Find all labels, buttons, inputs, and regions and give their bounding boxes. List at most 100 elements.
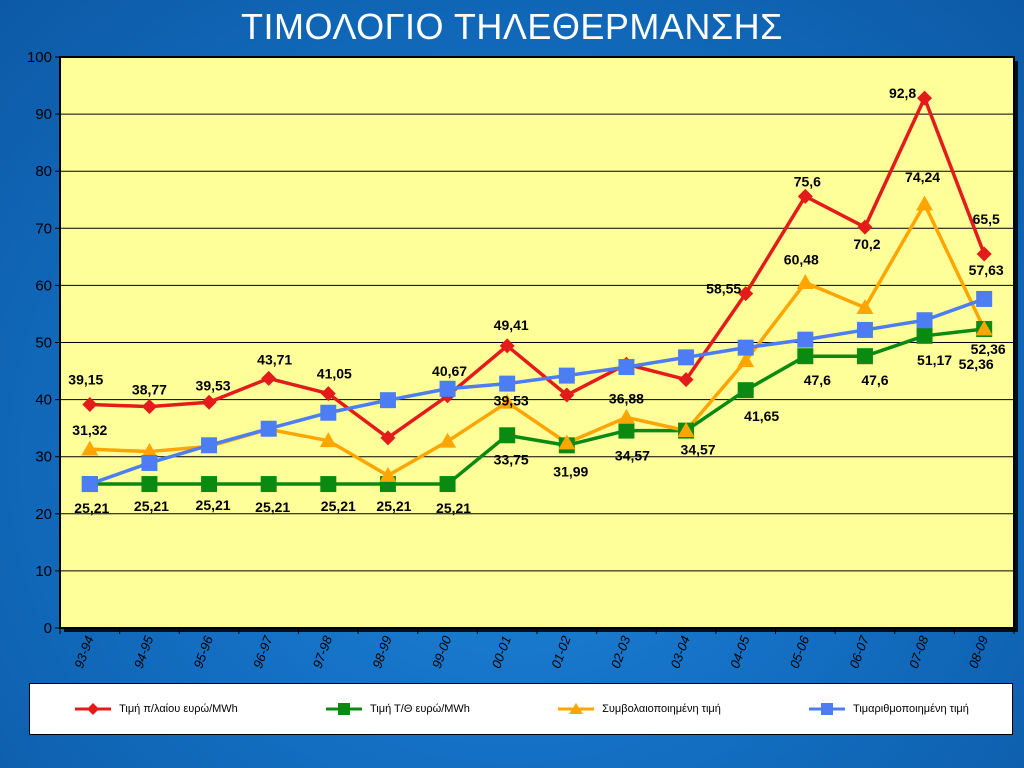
data-point: [976, 246, 992, 262]
data-point: [260, 420, 277, 437]
data-label: 47,6: [861, 372, 888, 388]
data-label: 65,5: [973, 211, 1000, 227]
data-label: 51,17: [917, 352, 952, 368]
data-point: [976, 290, 993, 307]
data-label: 74,24: [905, 169, 940, 185]
data-point: [797, 188, 813, 204]
chart-title: ΤΙΜΟΛΟΓΙΟ ΤΗΛΕΘΕΡΜΑΝΣΗΣ: [241, 6, 783, 47]
data-label: 25,21: [436, 500, 471, 516]
data-point: [141, 454, 158, 471]
y-tick-label: 60: [35, 277, 52, 294]
data-point: [320, 404, 337, 421]
data-point: [499, 427, 516, 444]
legend-swatch: [809, 703, 846, 715]
x-tick-label: 93-94: [71, 634, 96, 670]
data-label: 52,36: [971, 341, 1006, 357]
data-label: 92,8: [889, 85, 916, 101]
data-point: [678, 372, 694, 388]
y-tick-label: 40: [35, 392, 52, 409]
legend-swatch: [325, 703, 362, 715]
data-label: 41,65: [744, 408, 779, 424]
y-tick-label: 0: [44, 620, 52, 637]
legend-label: Τιμαριθμοποιημένη τιμή: [853, 703, 969, 715]
x-tick-label: 99-00: [429, 633, 455, 670]
data-point: [737, 382, 754, 399]
data-label: 52,36: [959, 356, 994, 372]
data-label: 43,71: [257, 351, 292, 367]
series-line: [89, 96, 986, 440]
legend-item: Τιμή π/λαίου ευρώ/MWh: [73, 701, 238, 717]
data-point: [796, 274, 814, 290]
y-tick-label: 80: [35, 163, 52, 180]
data-point: [380, 430, 396, 446]
data-label: 39,53: [494, 392, 529, 408]
data-label: 34,57: [681, 442, 716, 458]
data-point: [618, 359, 635, 376]
series-line: [89, 327, 985, 486]
data-point: [916, 327, 933, 344]
legend-swatch: [558, 703, 595, 714]
data-point: [916, 195, 934, 211]
x-tick-label: 98-99: [369, 634, 394, 670]
x-tick-label: 07-08: [906, 633, 932, 670]
data-label: 60,48: [784, 252, 819, 268]
data-label: 25,21: [376, 498, 411, 514]
data-point: [558, 367, 575, 384]
data-label: 70,2: [853, 236, 880, 252]
data-point: [738, 286, 754, 302]
x-tick-label: 06-07: [846, 633, 872, 670]
data-point: [856, 321, 873, 338]
data-point: [678, 349, 695, 366]
y-tick-label: 100: [27, 49, 52, 66]
data-label: 25,21: [134, 498, 169, 514]
data-label: 58,55: [706, 281, 741, 297]
data-label: 47,6: [804, 372, 831, 388]
data-point: [857, 219, 873, 235]
data-point: [319, 432, 337, 448]
legend-item: Συμβολαιοποιημένη τιμή: [556, 701, 721, 717]
data-point: [141, 476, 158, 493]
legend-label: Συμβολαιοποιημένη τιμή: [602, 703, 721, 715]
x-tick-label: 97-98: [310, 633, 336, 670]
data-point: [439, 380, 456, 397]
line-chart: 0 10 20 30 40 50 60 70 80 90 100 93-94 94-95 95-96 96-…: [27, 49, 1018, 670]
data-point: [201, 437, 218, 454]
data-label: 39,53: [196, 377, 231, 393]
data-point: [140, 443, 158, 458]
data-point: [320, 476, 337, 493]
y-tick-label: 20: [35, 506, 52, 523]
data-point: [916, 312, 933, 329]
data-label: 75,6: [794, 173, 821, 189]
x-tick-label: 02-03: [608, 633, 634, 670]
data-point: [498, 393, 516, 409]
data-point: [379, 467, 397, 482]
data-label: 49,41: [494, 317, 529, 333]
data-point: [797, 348, 814, 365]
data-point: [856, 348, 873, 365]
data-label: 36,88: [609, 390, 644, 406]
data-label: 33,75: [494, 451, 529, 467]
data-label: 25,21: [321, 498, 356, 514]
y-tick-label: 50: [35, 335, 52, 352]
x-tick-label: 03-04: [667, 634, 692, 670]
y-tick-label: 90: [35, 106, 52, 123]
x-tick-label: 95-96: [190, 633, 216, 670]
data-label: 31,99: [553, 463, 588, 479]
y-tick-label: 10: [35, 563, 52, 580]
data-point: [499, 375, 516, 392]
data-point: [261, 370, 277, 386]
legend-item: Τιμαριθμοποιημένη τιμή: [807, 701, 969, 717]
data-label: 34,57: [615, 448, 650, 464]
data-point: [260, 476, 277, 493]
data-label: 57,63: [969, 262, 1004, 278]
data-point: [975, 320, 993, 336]
x-tick-label: 08-09: [966, 634, 991, 670]
data-point: [737, 339, 754, 356]
legend-label: Τιμή Τ/Θ ευρώ/MWh: [369, 703, 470, 715]
data-label: 31,32: [72, 422, 107, 438]
x-tick-label: 00-01: [489, 634, 514, 670]
y-tick-label: 30: [35, 449, 52, 466]
data-label: 25,21: [74, 500, 109, 516]
data-label: 41,05: [317, 366, 352, 382]
data-point: [201, 394, 217, 410]
